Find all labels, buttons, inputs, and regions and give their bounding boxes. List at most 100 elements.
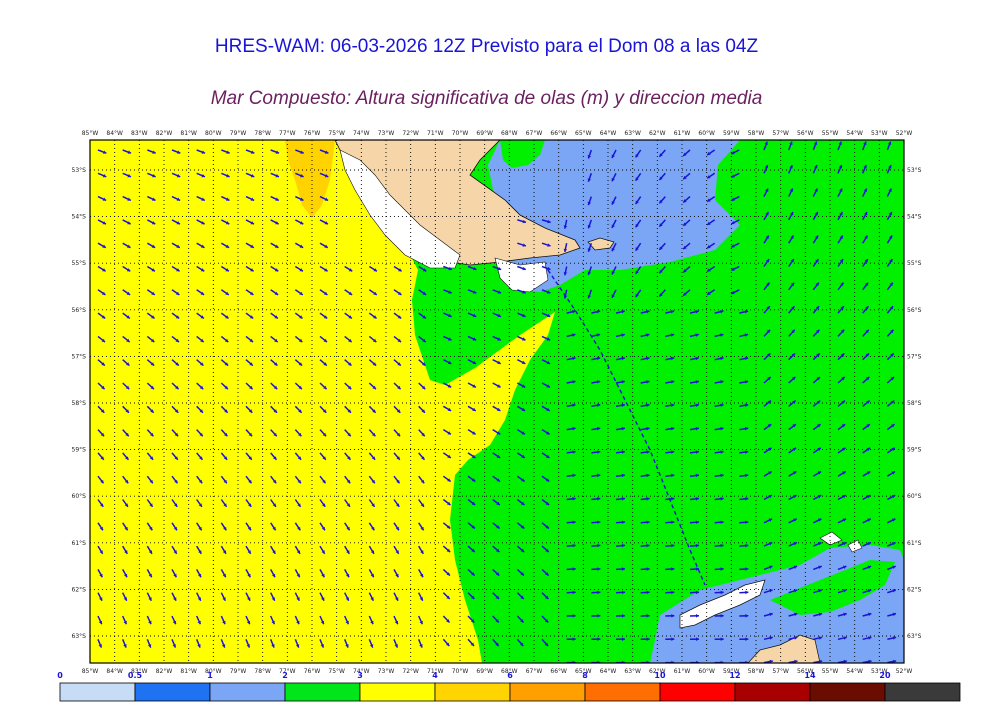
legend-swatch <box>209 682 286 702</box>
direction-arrowhead <box>521 431 525 435</box>
direction-arrowhead <box>841 400 845 404</box>
direction-arrowhead <box>889 282 893 287</box>
direction-arrowhead <box>222 550 226 554</box>
direction-arrowhead <box>817 424 821 428</box>
direction-arrowhead <box>865 329 869 334</box>
direction-arrowhead <box>222 620 226 625</box>
direction-arrowhead <box>572 637 576 642</box>
direction-arrowhead <box>101 338 106 343</box>
direction-arrowhead <box>646 497 650 501</box>
direction-arrowhead <box>840 306 844 310</box>
direction-arrowhead <box>495 642 499 647</box>
direction-arrowhead <box>127 174 131 178</box>
direction-arrowhead <box>840 353 845 357</box>
direction-arrowhead <box>646 450 650 454</box>
direction-arrowhead <box>842 542 847 546</box>
direction-arrowhead <box>176 174 181 178</box>
direction-arrowhead <box>720 567 724 571</box>
direction-arrowhead <box>248 479 252 484</box>
direction-arrowhead <box>767 400 771 404</box>
direction-arrowhead <box>841 376 845 381</box>
direction-arrowhead <box>843 612 847 617</box>
direction-arrowhead <box>793 565 798 569</box>
direction-arrowhead <box>659 153 663 157</box>
direction-arrowhead <box>447 360 452 365</box>
direction-arrowhead <box>683 245 687 250</box>
direction-arrowhead <box>707 268 711 272</box>
longitude-label-top: 82°W <box>156 130 173 137</box>
direction-arrowhead <box>297 479 301 484</box>
direction-arrowhead <box>99 573 103 578</box>
direction-arrowhead <box>148 550 152 554</box>
direction-arrowhead <box>646 473 650 478</box>
direction-arrowhead <box>597 543 601 548</box>
direction-arrowhead <box>371 479 375 484</box>
direction-arrowhead <box>224 362 229 366</box>
direction-arrowhead <box>745 473 749 478</box>
direction-arrowhead <box>323 338 328 343</box>
direction-arrowhead <box>323 291 328 295</box>
direction-arrowhead <box>249 385 253 390</box>
direction-arrowhead <box>683 152 687 156</box>
direction-arrowhead <box>297 526 301 531</box>
direction-arrowhead <box>843 659 847 663</box>
direction-arrow <box>393 662 395 663</box>
direction-arrowhead <box>596 403 601 408</box>
direction-arrowhead <box>370 597 374 601</box>
latitude-label-left: 55°S <box>72 260 87 267</box>
direction-arrowhead <box>370 573 374 578</box>
direction-arrowhead <box>789 165 793 169</box>
direction-arrowhead <box>695 403 699 408</box>
direction-arrowhead <box>597 590 601 595</box>
land-antarctic-peninsula <box>747 634 821 663</box>
longitude-label-top: 61°W <box>674 130 691 137</box>
direction-arrowhead <box>791 329 795 334</box>
direction-arrowhead <box>323 385 327 390</box>
direction-arrowhead <box>707 151 711 155</box>
direction-arrowhead <box>765 259 770 263</box>
direction-arrowhead <box>126 315 130 319</box>
direction-arrowhead <box>471 595 475 600</box>
direction-arrowhead <box>123 668 126 671</box>
latitude-label-right: 53°S <box>907 167 922 174</box>
direction-arrowhead <box>472 360 477 365</box>
direction-arrowhead <box>497 360 501 365</box>
direction-arrowhead <box>731 197 735 201</box>
direction-arrowhead <box>611 294 615 298</box>
direction-arrowhead <box>867 518 871 522</box>
direction-arrowhead <box>149 503 153 507</box>
direction-arrowhead <box>176 197 181 201</box>
direction-arrowhead <box>395 573 399 578</box>
direction-arrowhead <box>841 447 846 452</box>
direction-arrowhead <box>767 376 771 381</box>
direction-arrowhead <box>587 178 592 182</box>
direction-arrowhead <box>148 620 152 625</box>
direction-arrowhead <box>621 567 625 571</box>
direction-arrowhead <box>174 409 179 413</box>
longitude-label-top: 66°W <box>550 130 567 137</box>
direction-arrowhead <box>695 356 699 361</box>
direction-arrowhead <box>745 543 749 548</box>
direction-arrowhead <box>891 447 895 452</box>
direction-arrowhead <box>597 450 601 454</box>
direction-arrowhead <box>720 426 724 431</box>
direction-arrowhead <box>720 309 724 314</box>
direction-arrowhead <box>818 636 823 640</box>
direction-arrowhead <box>448 313 452 318</box>
direction-arrowhead <box>621 520 625 525</box>
direction-arrowhead <box>546 407 550 411</box>
direction-arrowhead <box>422 268 427 272</box>
direction-arrowhead <box>572 309 576 314</box>
direction-arrowhead <box>296 550 300 554</box>
direction-arrowhead <box>789 188 793 193</box>
direction-arrowhead <box>201 221 205 225</box>
direction-arrowhead <box>890 400 895 404</box>
latitude-label-left: 54°S <box>72 214 87 221</box>
direction-arrowhead <box>792 400 796 404</box>
direction-arrowhead <box>198 503 202 507</box>
direction-arrow <box>492 662 494 663</box>
direction-arrowhead <box>720 520 724 525</box>
direction-arrowhead <box>522 266 526 271</box>
direction-arrowhead <box>790 235 794 240</box>
direction-arrowhead <box>346 503 350 507</box>
